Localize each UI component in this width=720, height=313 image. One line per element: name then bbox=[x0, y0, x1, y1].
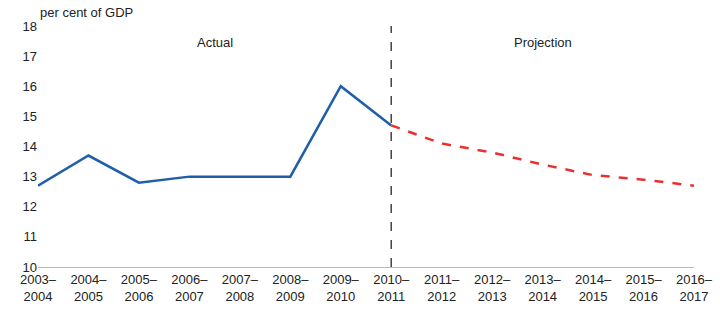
svg-text:2005–2006: 2005–2006 bbox=[121, 272, 158, 304]
svg-text:2016–2017: 2016–2017 bbox=[676, 272, 713, 304]
svg-text:2013–2014: 2013–2014 bbox=[525, 272, 562, 304]
svg-text:2004–2005: 2004–2005 bbox=[70, 272, 107, 304]
svg-text:10: 10 bbox=[23, 260, 37, 275]
svg-text:2015–2016: 2015–2016 bbox=[625, 272, 662, 304]
svg-text:2006–2007: 2006–2007 bbox=[171, 272, 208, 304]
svg-text:2012–2013: 2012–2013 bbox=[474, 272, 511, 304]
svg-text:14: 14 bbox=[23, 139, 37, 154]
svg-text:Projection: Projection bbox=[514, 35, 572, 50]
svg-text:2009–2010: 2009–2010 bbox=[323, 272, 360, 304]
svg-text:2010–2011: 2010–2011 bbox=[373, 272, 410, 304]
svg-text:11: 11 bbox=[24, 229, 38, 244]
svg-text:12: 12 bbox=[23, 199, 37, 214]
svg-text:2011–2012: 2011–2012 bbox=[424, 272, 460, 304]
svg-text:18: 18 bbox=[23, 19, 37, 34]
svg-text:Actual: Actual bbox=[197, 35, 233, 50]
svg-text:per cent of GDP: per cent of GDP bbox=[40, 5, 133, 20]
svg-text:15: 15 bbox=[23, 109, 37, 124]
svg-text:2008–2009: 2008–2009 bbox=[272, 272, 309, 304]
svg-text:2003–2004: 2003–2004 bbox=[20, 272, 57, 304]
svg-text:16: 16 bbox=[23, 79, 37, 94]
svg-text:13: 13 bbox=[23, 169, 37, 184]
svg-text:2014–2015: 2014–2015 bbox=[575, 272, 612, 304]
svg-text:2007–2008: 2007–2008 bbox=[222, 272, 259, 304]
svg-text:17: 17 bbox=[23, 49, 37, 64]
